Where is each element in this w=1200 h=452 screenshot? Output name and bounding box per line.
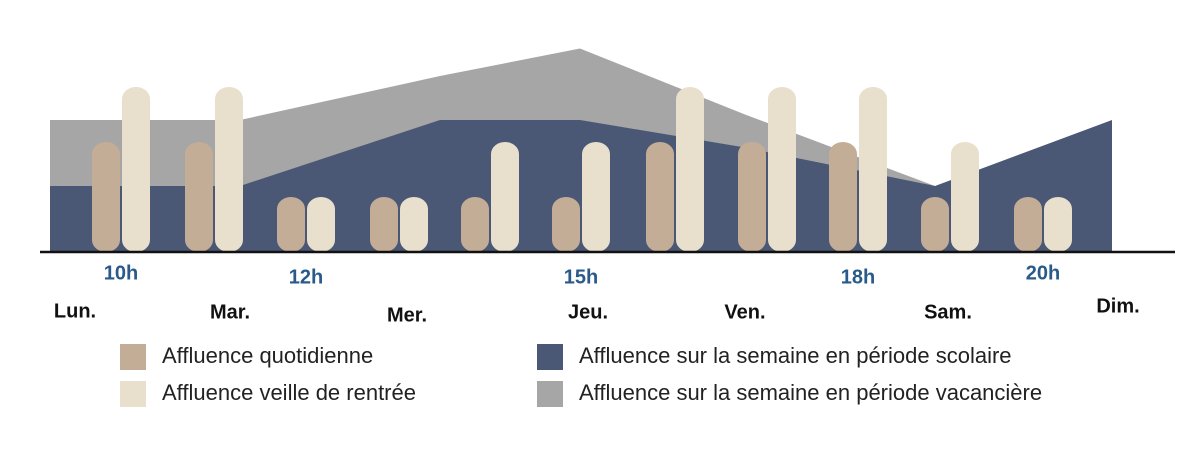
hour-label: 15h — [564, 266, 598, 288]
day-label: Jeu. — [568, 301, 608, 323]
bar — [277, 197, 305, 252]
legend-label: Affluence sur la semaine en période vaca… — [579, 380, 1042, 405]
bar — [582, 142, 610, 252]
day-label: Mer. — [387, 304, 427, 326]
legend-swatch — [537, 344, 563, 370]
bar — [921, 197, 949, 252]
bar — [185, 142, 213, 252]
day-label: Mar. — [210, 301, 250, 323]
bar — [1014, 197, 1042, 252]
legend-swatch — [120, 381, 146, 407]
bar — [859, 87, 887, 252]
legend-swatch — [120, 344, 146, 370]
bar — [370, 197, 398, 252]
bar — [215, 87, 243, 252]
legend-label: Affluence veille de rentrée — [162, 380, 416, 405]
bar — [122, 87, 150, 252]
bar — [307, 197, 335, 252]
bar — [676, 87, 704, 252]
day-label: Lun. — [54, 300, 96, 322]
bar — [1044, 197, 1072, 252]
bar — [738, 142, 766, 252]
legend-label: Affluence quotidienne — [162, 343, 373, 368]
day-label: Ven. — [724, 301, 765, 323]
day-label: Sam. — [924, 301, 972, 323]
bar — [646, 142, 674, 252]
bar — [92, 142, 120, 252]
day-label: Dim. — [1096, 295, 1139, 317]
hour-label: 12h — [289, 266, 323, 288]
hour-label: 10h — [104, 262, 138, 284]
bar — [768, 87, 796, 252]
legend-label: Affluence sur la semaine en période scol… — [579, 343, 1012, 368]
bar — [552, 197, 580, 252]
legend-swatch — [537, 381, 563, 407]
bar — [461, 197, 489, 252]
bar — [400, 197, 428, 252]
bar — [829, 142, 857, 252]
hour-label: 18h — [841, 266, 875, 288]
bar — [951, 142, 979, 252]
bar — [491, 142, 519, 252]
hour-label: 20h — [1026, 262, 1060, 284]
